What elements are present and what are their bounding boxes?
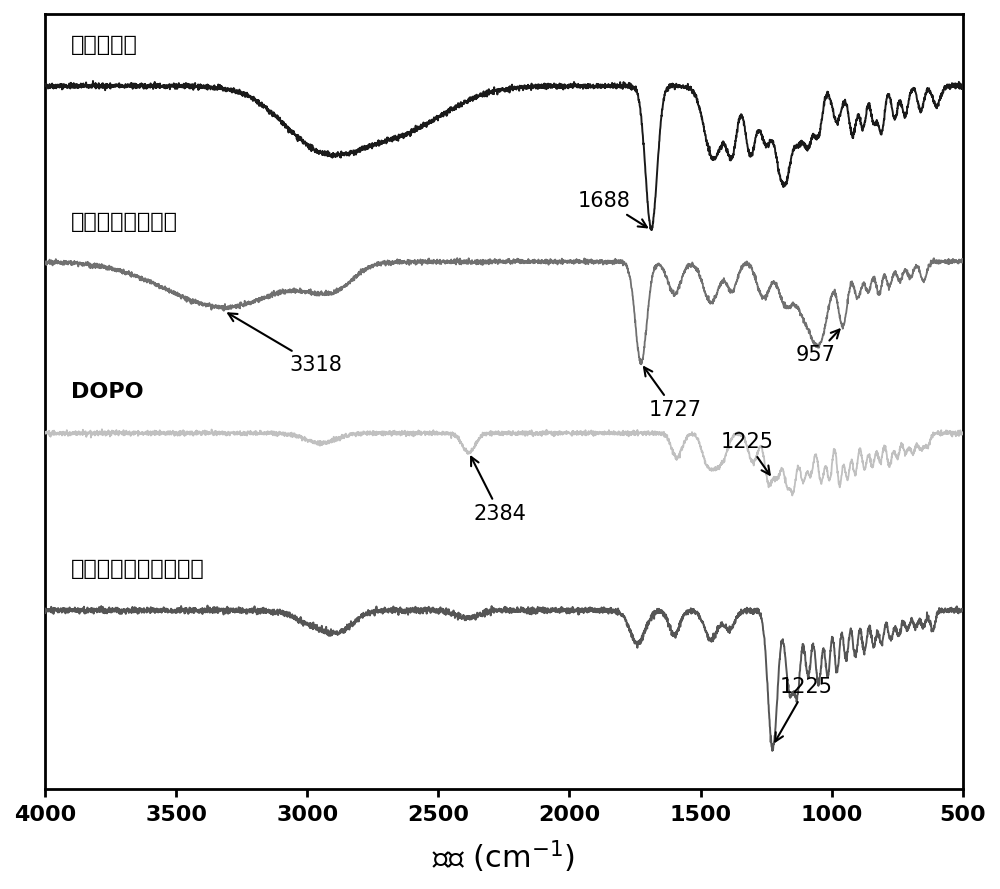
Text: 1225: 1225 xyxy=(775,677,833,741)
Text: 957: 957 xyxy=(796,330,840,365)
Text: 1225: 1225 xyxy=(720,432,773,475)
Text: 3318: 3318 xyxy=(228,313,342,375)
Text: 1688: 1688 xyxy=(578,190,647,228)
X-axis label: 波数 (cm$^{-1}$): 波数 (cm$^{-1}$) xyxy=(432,838,575,875)
Text: 富马海松酸: 富马海松酸 xyxy=(71,35,138,54)
Text: 松香基硅磷协同阻燃剂: 松香基硅磷协同阻燃剂 xyxy=(71,559,205,579)
Text: DOPO: DOPO xyxy=(71,381,144,402)
Text: 松香有机硅多元醇: 松香有机硅多元醇 xyxy=(71,212,178,232)
Text: 2384: 2384 xyxy=(471,457,526,524)
Text: 1727: 1727 xyxy=(644,367,701,420)
